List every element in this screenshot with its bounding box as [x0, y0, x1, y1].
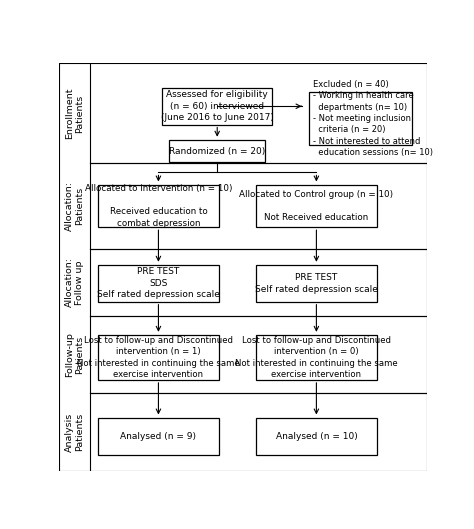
Text: Follow-up
Patients: Follow-up Patients	[65, 332, 84, 377]
FancyBboxPatch shape	[98, 335, 219, 380]
Text: Randomized (n = 20): Randomized (n = 20)	[169, 147, 265, 156]
FancyBboxPatch shape	[98, 418, 219, 454]
Text: PRE TEST
SDS
Self rated depression scale: PRE TEST SDS Self rated depression scale	[97, 268, 220, 299]
Text: PRE TEST
Self rated depression scale: PRE TEST Self rated depression scale	[255, 273, 378, 294]
FancyBboxPatch shape	[162, 88, 272, 125]
FancyBboxPatch shape	[98, 185, 219, 227]
Text: Analysis
Patients: Analysis Patients	[65, 413, 84, 452]
Text: Assessed for eligibility
(n = 60) interviewed
(June 2016 to June 2017): Assessed for eligibility (n = 60) interv…	[161, 90, 273, 122]
FancyBboxPatch shape	[309, 92, 412, 145]
FancyBboxPatch shape	[256, 418, 377, 454]
FancyBboxPatch shape	[256, 335, 377, 380]
Text: Excluded (n = 40)
- Working in health care
  departments (n= 10)
- Not meeting i: Excluded (n = 40) - Working in health ca…	[313, 80, 433, 157]
Text: Enrollment
Patients: Enrollment Patients	[65, 88, 84, 139]
FancyBboxPatch shape	[256, 265, 377, 302]
Text: Lost to follow-up and Discontinued
intervention (n = 0)
Not interested in contin: Lost to follow-up and Discontinued inter…	[235, 336, 398, 379]
FancyBboxPatch shape	[256, 185, 377, 227]
Text: Allocated to intervention (n = 10)

Received education to
combat depression: Allocated to intervention (n = 10) Recei…	[85, 185, 232, 227]
Text: Allocation:
Patients: Allocation: Patients	[65, 181, 84, 231]
Text: Allocation:
Follow up: Allocation: Follow up	[65, 258, 84, 307]
Text: Analysed (n = 9): Analysed (n = 9)	[120, 432, 196, 441]
Text: Allocated to Control group (n = 10)

Not Received education: Allocated to Control group (n = 10) Not …	[239, 190, 393, 222]
Text: Analysed (n = 10): Analysed (n = 10)	[275, 432, 357, 441]
Text: Lost to follow-up and Discontinued
intervention (n = 1)
Not interested in contin: Lost to follow-up and Discontinued inter…	[77, 336, 240, 379]
FancyBboxPatch shape	[98, 265, 219, 302]
FancyBboxPatch shape	[169, 140, 265, 162]
